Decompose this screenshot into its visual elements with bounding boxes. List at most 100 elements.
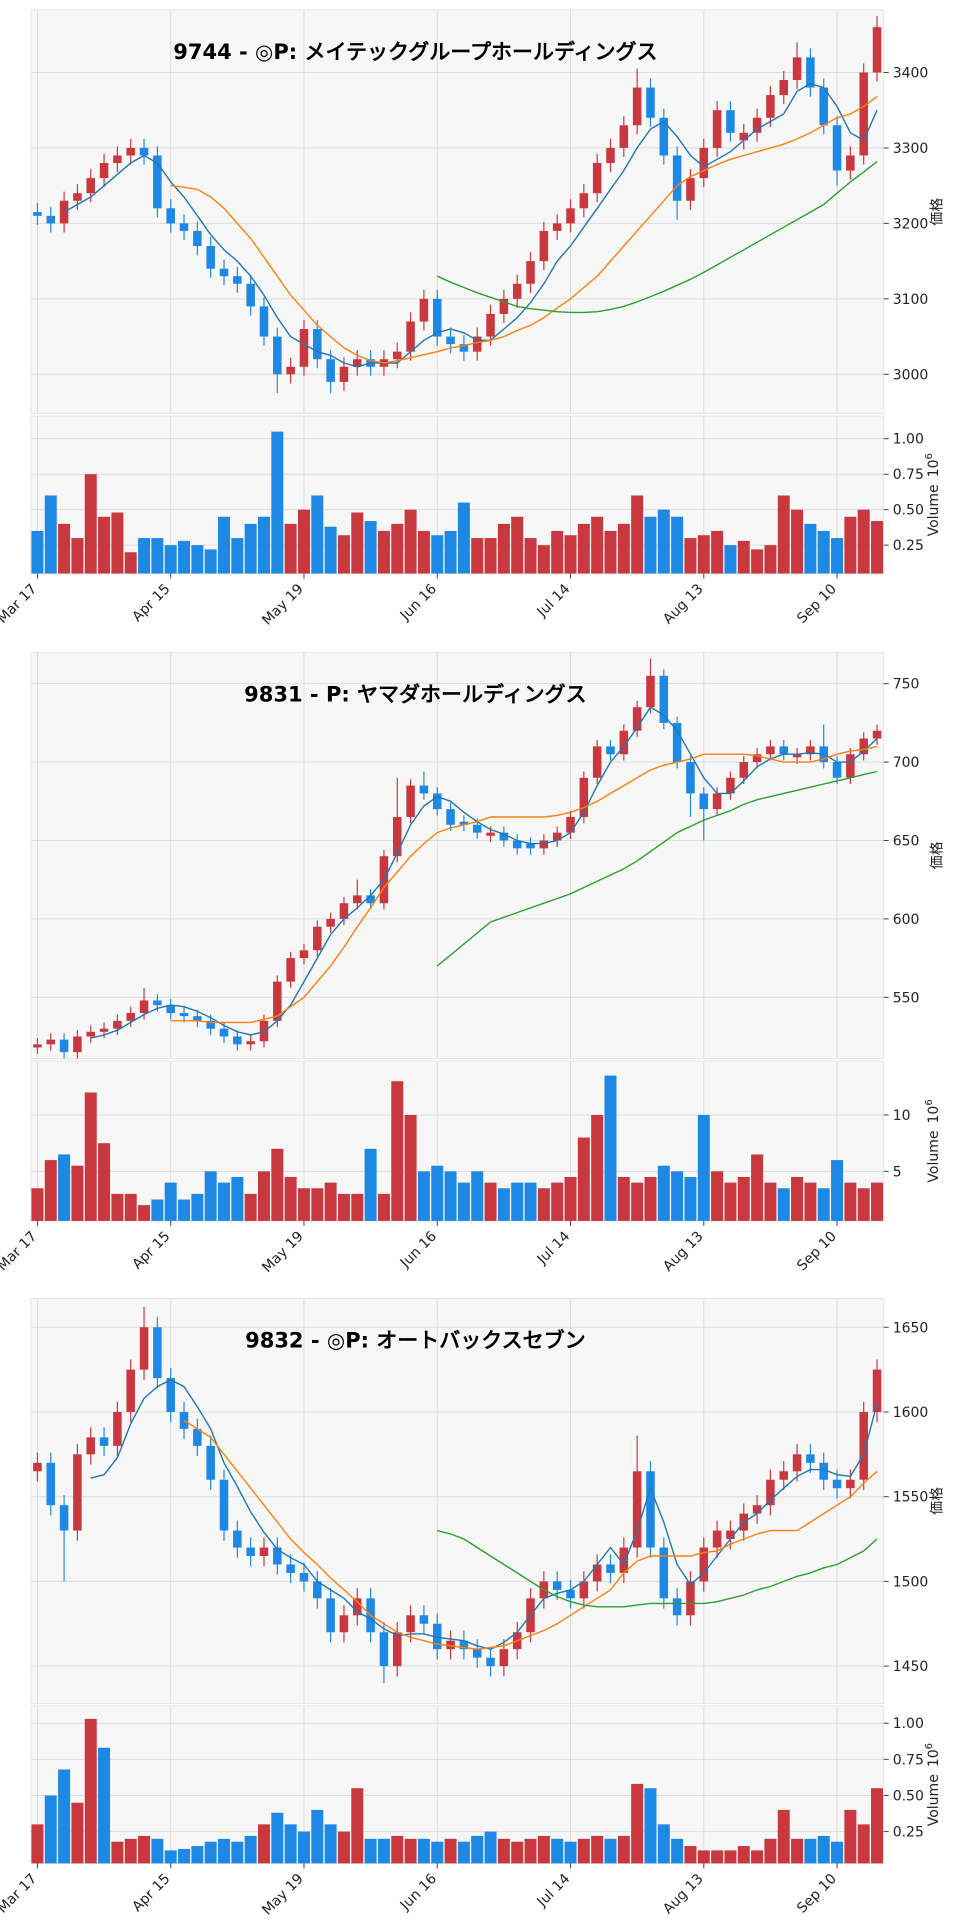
volume-bar (244, 1835, 257, 1864)
candle-body (512, 283, 522, 299)
candle-body (446, 1640, 455, 1650)
volume-bar (684, 1846, 697, 1864)
volume-bar (644, 1176, 657, 1221)
volume-bar (417, 530, 430, 574)
candle-body (739, 762, 749, 778)
volume-bar (391, 523, 404, 574)
volume-bar (591, 1835, 604, 1864)
candle-body (33, 1044, 42, 1048)
volume-bar (831, 1160, 844, 1221)
candle-body (392, 1632, 402, 1667)
volume-panel (30, 1705, 885, 1864)
candle-body (659, 117, 669, 156)
y-tick-label: 750 (893, 677, 920, 693)
volume-bar (697, 1850, 710, 1864)
candle-body (46, 1039, 56, 1045)
volume-bar (537, 1835, 550, 1864)
candle-body (206, 246, 215, 269)
volume-bar (218, 516, 231, 574)
volume-bar (44, 1795, 57, 1864)
candle-body (219, 1479, 229, 1531)
volume-bar (71, 538, 84, 574)
volume-bar (124, 1193, 137, 1221)
candle-body (139, 147, 149, 156)
volume-bar (98, 1143, 111, 1221)
candle-body (619, 125, 629, 148)
volume-bar (697, 1115, 710, 1221)
volume-scale-base: 10 (926, 1106, 942, 1124)
volume-bar (791, 509, 804, 574)
volume-bar (537, 545, 550, 574)
volume-bar (84, 1718, 97, 1864)
volume-bar (777, 1809, 790, 1864)
volume-bar (711, 1850, 724, 1864)
volume-bar (351, 1193, 364, 1221)
candle-body (219, 268, 229, 277)
volume-bar (471, 1835, 484, 1864)
candle-body (592, 1564, 602, 1582)
candle-body (353, 359, 362, 367)
moving-average (63, 83, 878, 368)
volume-bar (871, 1788, 884, 1864)
candle-body (539, 230, 549, 262)
candle-body (566, 816, 575, 833)
candle-body (46, 215, 56, 224)
volume-bar (111, 1841, 124, 1864)
volume-bar (191, 545, 204, 574)
candle-body (419, 298, 429, 322)
candle-body (832, 1479, 842, 1489)
volume-bar (58, 1769, 71, 1864)
volume-bar (164, 1850, 177, 1864)
volume-bar (98, 516, 111, 574)
candle-body (326, 359, 335, 382)
candle-body (659, 1547, 669, 1599)
volume-scale-exponent: 6 (924, 1099, 935, 1105)
candle-body (419, 1615, 429, 1624)
candle-body (299, 1572, 309, 1582)
x-tick-label: Jun 16 (397, 1228, 440, 1271)
volume-bar (711, 1171, 724, 1221)
candle-body (246, 1547, 255, 1556)
x-tick-label: May 19 (259, 581, 307, 629)
candle-body (259, 306, 269, 337)
volume-bar (737, 1176, 750, 1221)
volume-bar (178, 540, 191, 574)
volume-bar (444, 1838, 457, 1864)
candle-body (606, 147, 615, 164)
candle-body (339, 1615, 349, 1633)
volume-bar (684, 1176, 697, 1221)
candle-body (326, 918, 335, 927)
volume-bar (444, 530, 457, 574)
candle-body (459, 344, 469, 352)
moving-average (90, 706, 878, 1039)
volume-bar (311, 1809, 324, 1864)
candle-body (86, 1437, 96, 1455)
moving-average (90, 1379, 878, 1650)
candle-body (619, 1547, 629, 1573)
candle-body (846, 155, 855, 171)
volume-bar (591, 1115, 604, 1221)
volume-bar (551, 1838, 564, 1864)
candle-body (86, 178, 96, 194)
volume-bar (124, 552, 137, 574)
volume-bar (497, 1838, 510, 1864)
candle-body (672, 1598, 682, 1616)
volume-bar (524, 1838, 537, 1864)
volume-bar (871, 521, 884, 574)
price-panel (30, 1297, 885, 1704)
volume-bar (351, 512, 364, 574)
candle-body (73, 1036, 82, 1053)
volume-bar (831, 538, 844, 574)
candle-body (699, 793, 709, 810)
candle-body (33, 212, 42, 216)
candle-body (592, 163, 602, 194)
candle-body (193, 230, 202, 247)
candle-body (872, 1369, 882, 1412)
volume-bar (817, 1835, 830, 1864)
candle-body (699, 147, 709, 179)
candle-body (206, 1445, 215, 1480)
candle-body (313, 926, 322, 951)
volume-bar (124, 1838, 137, 1864)
volume-bar (151, 538, 164, 574)
candle-body (472, 824, 482, 833)
